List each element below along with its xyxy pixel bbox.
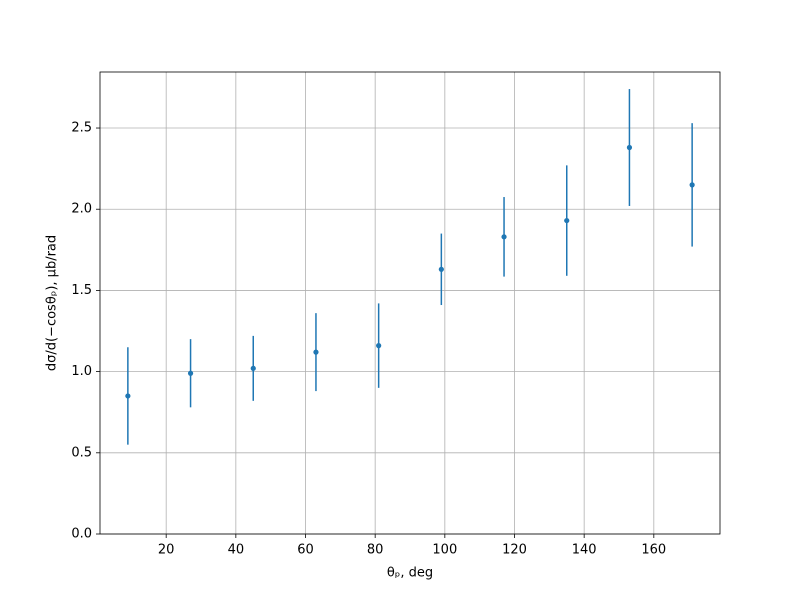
x-tick-label: 100: [432, 543, 457, 558]
y-tick-label: 1.5: [71, 283, 92, 298]
data-point: [250, 365, 256, 371]
x-tick-label: 60: [297, 543, 314, 558]
x-tick-label: 120: [502, 543, 527, 558]
y-tick-label: 0.5: [71, 445, 92, 460]
y-axis-label: dσ/d(−cosθₚ), μb/rad: [45, 235, 60, 371]
x-tick-label: 20: [158, 543, 175, 558]
x-tick-label: 80: [367, 543, 384, 558]
y-tick-label: 1.0: [71, 364, 92, 379]
data-point: [125, 393, 131, 399]
plot-frame: [99, 71, 721, 535]
data-point: [438, 266, 444, 272]
x-tick-label: 160: [641, 543, 666, 558]
data-point: [689, 182, 695, 188]
y-tick-label: 2.5: [71, 121, 92, 136]
y-tick-label: 2.0: [71, 202, 92, 217]
data-point: [187, 370, 194, 376]
x-tick-label: 40: [228, 543, 245, 558]
data-point: [501, 234, 507, 240]
x-tick-label: 140: [572, 543, 597, 558]
data-point: [376, 343, 382, 349]
x-axis-label: θₚ, deg: [387, 566, 433, 581]
data-point: [564, 217, 570, 224]
data-point: [313, 349, 319, 355]
data-point: [626, 144, 633, 151]
y-tick-label: 0.0: [71, 527, 92, 542]
